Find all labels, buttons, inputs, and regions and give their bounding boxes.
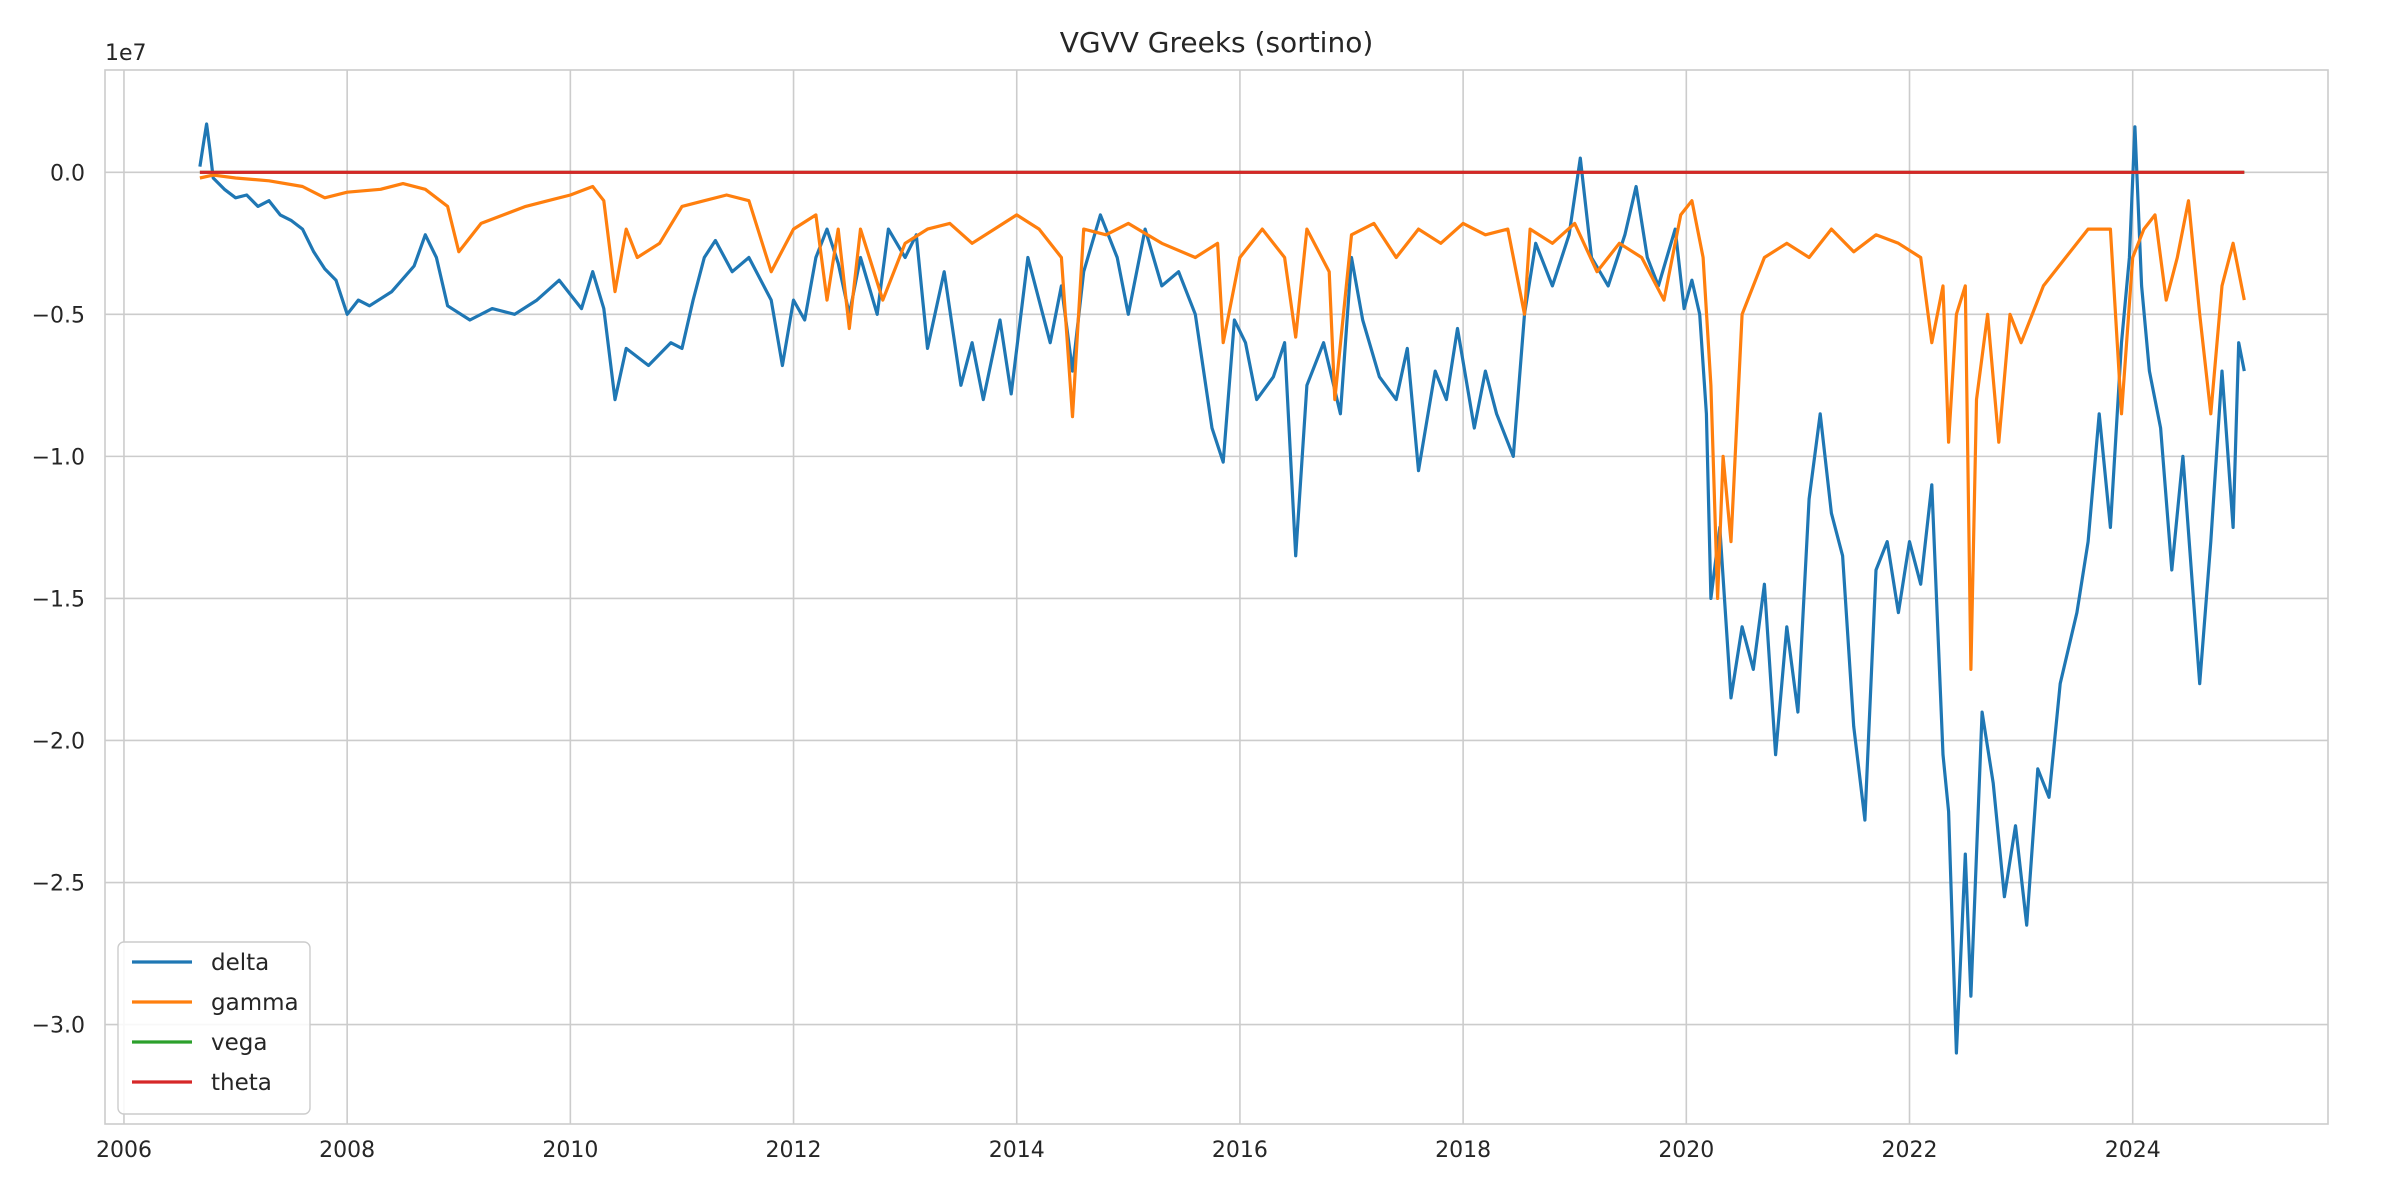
y-scale-multiplier: 1e7 — [105, 41, 147, 66]
y-tick-label: 0.0 — [50, 161, 85, 186]
x-tick-label: 2010 — [542, 1138, 598, 1163]
y-tick-label: −2.5 — [32, 872, 85, 897]
x-tick-label: 2024 — [2105, 1138, 2161, 1163]
legend-label-gamma: gamma — [211, 990, 299, 1016]
series-line-delta — [198, 122, 2246, 1055]
legend-label-delta: delta — [211, 950, 269, 976]
series-line-gamma — [199, 173, 2246, 671]
x-axis: 2006 2008 2010 2012 2014 2016 2018 2020 2022 2024 — [96, 1138, 2161, 1163]
y-tick-label: −1.0 — [32, 445, 85, 470]
y-axis: 0.0 −0.5 −1.0 −1.5 −2.0 −2.5 −3.0 — [32, 161, 85, 1038]
legend: delta gamma vega theta — [117, 941, 311, 1115]
x-tick-label: 2022 — [1882, 1138, 1938, 1163]
y-tick-label: −2.0 — [32, 729, 85, 754]
x-tick-label: 2012 — [766, 1138, 822, 1163]
x-tick-label: 2008 — [319, 1138, 375, 1163]
x-tick-label: 2020 — [1658, 1138, 1714, 1163]
x-tick-label: 2018 — [1435, 1138, 1491, 1163]
x-tick-label: 2016 — [1212, 1138, 1268, 1163]
chart-title: VGVV Greeks (sortino) — [1060, 26, 1374, 59]
x-tick-label: 2014 — [989, 1138, 1045, 1163]
legend-label-vega: vega — [211, 1030, 267, 1056]
legend-label-theta: theta — [211, 1070, 272, 1096]
x-tick-label: 2006 — [96, 1138, 152, 1163]
legend-box — [117, 941, 311, 1115]
y-tick-label: −3.0 — [32, 1014, 85, 1039]
series-layer — [198, 122, 2246, 1055]
y-tick-label: −1.5 — [32, 587, 85, 612]
plot-frame — [104, 69, 2329, 1125]
y-tick-label: −0.5 — [32, 303, 85, 328]
